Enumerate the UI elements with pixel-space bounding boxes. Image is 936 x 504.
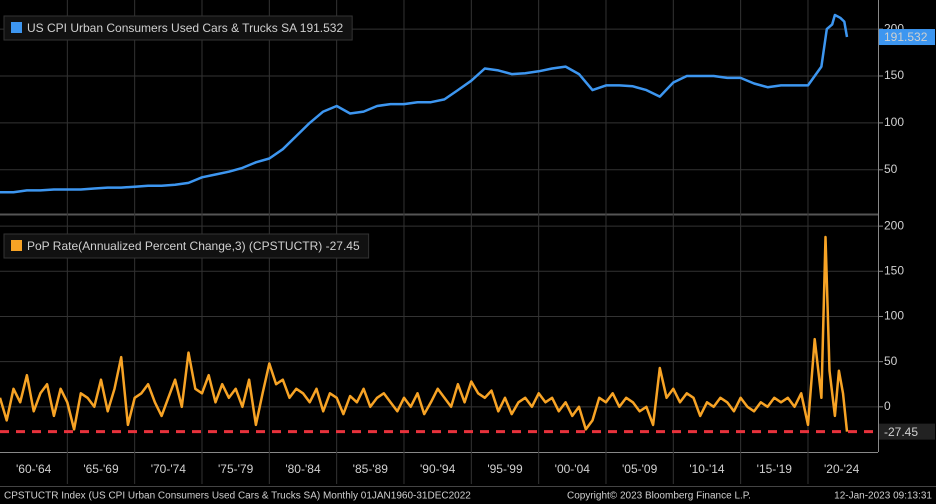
x-tick-label: '20-'24: [824, 462, 860, 476]
y-tick-label: 100: [884, 115, 904, 129]
series-line: [0, 235, 849, 432]
last-value-label: -27.45: [884, 425, 918, 439]
legend-name: US CPI Urban Consumers Used Cars & Truck…: [27, 21, 297, 35]
y-tick-label: 200: [884, 218, 904, 232]
legend-box: [3, 15, 353, 41]
x-tick-label: '85-'89: [353, 462, 389, 476]
last-value-tag: [879, 29, 935, 46]
x-tick-label: '00-'04: [555, 462, 591, 476]
legend-box: [3, 233, 370, 259]
x-tick-label: '80-'84: [285, 462, 321, 476]
legend-swatch: [11, 22, 22, 33]
x-tick-label: '90-'94: [420, 462, 456, 476]
footer-source: CPSTUCTR Index (US CPI Urban Consumers U…: [4, 491, 471, 502]
x-tick-label: '10-'14: [689, 462, 725, 476]
x-tick-label: '15-'19: [757, 462, 793, 476]
y-tick-label: 150: [884, 68, 904, 82]
footer-timestamp: 12-Jan-2023 09:13:31: [834, 491, 932, 502]
legend-name: PoP Rate(Annualized Percent Change,3) (C…: [27, 239, 322, 253]
last-value-tag: [879, 423, 935, 440]
legend-value: -27.45: [326, 239, 360, 253]
legend-label: PoP Rate(Annualized Percent Change,3) (C…: [27, 239, 360, 253]
y-tick-label: 50: [884, 354, 898, 368]
y-tick-label: 150: [884, 263, 904, 277]
x-tick-label: '75-'79: [218, 462, 254, 476]
y-tick-label: 0: [884, 399, 891, 413]
x-tick-label: '65-'69: [83, 462, 119, 476]
footer-copyright: Copyright© 2023 Bloomberg Finance L.P.: [567, 491, 751, 502]
x-tick-label: '05-'09: [622, 462, 658, 476]
legend: PoP Rate(Annualized Percent Change,3) (C…: [3, 233, 370, 259]
y-tick-label: 50: [884, 162, 898, 176]
x-tick-label: '95-'99: [487, 462, 523, 476]
y-tick-label: 100: [884, 309, 904, 323]
x-tick-label: '60-'64: [16, 462, 52, 476]
last-value-label: 191.532: [884, 30, 928, 44]
legend-value: 191.532: [300, 21, 344, 35]
legend-swatch: [11, 240, 22, 251]
x-tick-label: '70-'74: [151, 462, 187, 476]
legend: US CPI Urban Consumers Used Cars & Truck…: [3, 15, 353, 41]
legend-label: US CPI Urban Consumers Used Cars & Truck…: [27, 21, 343, 35]
series-line: [0, 13, 849, 194]
